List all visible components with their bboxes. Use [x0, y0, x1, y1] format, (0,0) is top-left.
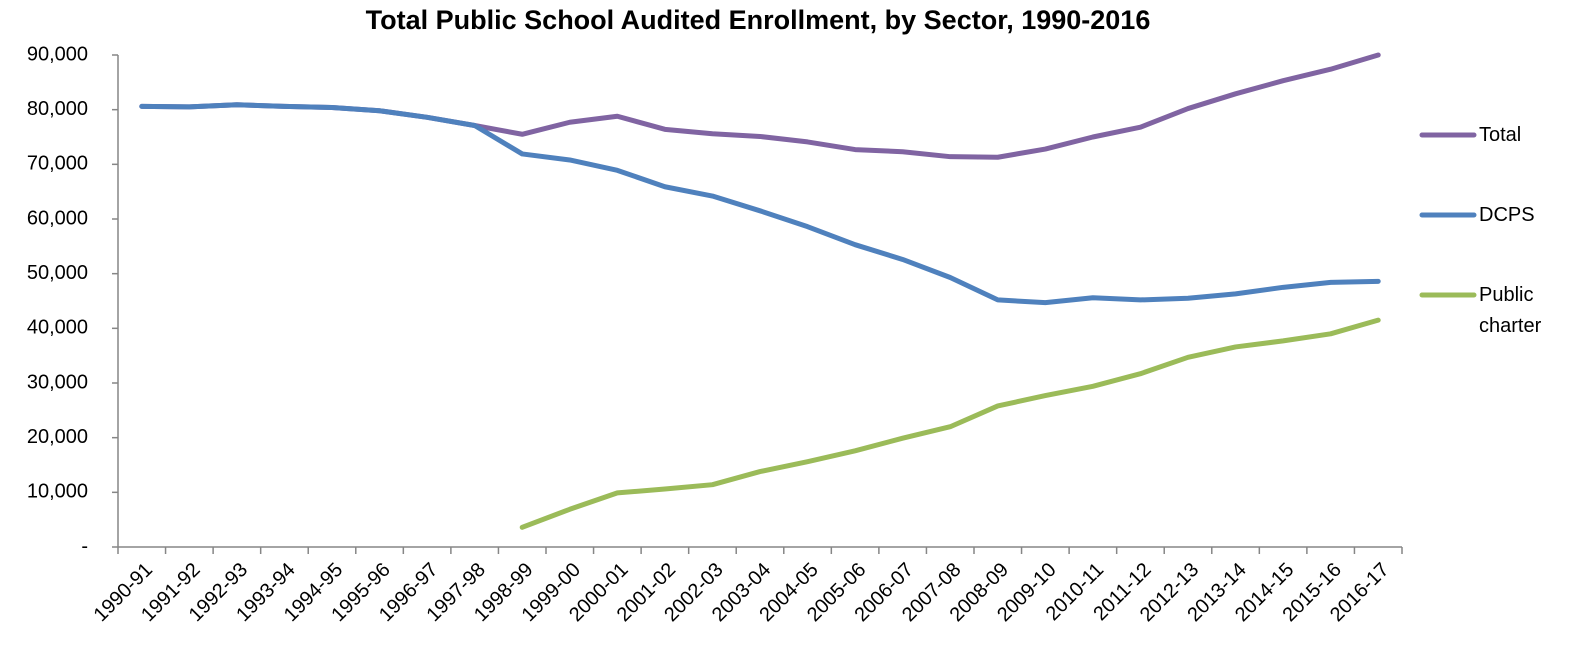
- y-tick-label: 90,000: [27, 43, 88, 65]
- y-tick-label: 60,000: [27, 207, 88, 229]
- series-line: [139, 102, 1381, 306]
- legend-label: Total: [1479, 124, 1522, 146]
- y-tick-label: 20,000: [27, 426, 88, 448]
- series-line: [519, 317, 1381, 530]
- y-tick-label: 70,000: [27, 153, 88, 175]
- y-tick-label: 40,000: [27, 317, 88, 339]
- y-tick-label: -: [81, 535, 88, 557]
- legend-label: DCPS: [1479, 204, 1535, 226]
- y-tick-label: 30,000: [27, 371, 88, 393]
- chart-title: Total Public School Audited Enrollment, …: [366, 5, 1151, 35]
- y-tick-label: 10,000: [27, 481, 88, 503]
- y-tick-label: 50,000: [27, 262, 88, 284]
- y-tick-label: 80,000: [27, 98, 88, 120]
- legend-label: Public charter: [1479, 284, 1542, 337]
